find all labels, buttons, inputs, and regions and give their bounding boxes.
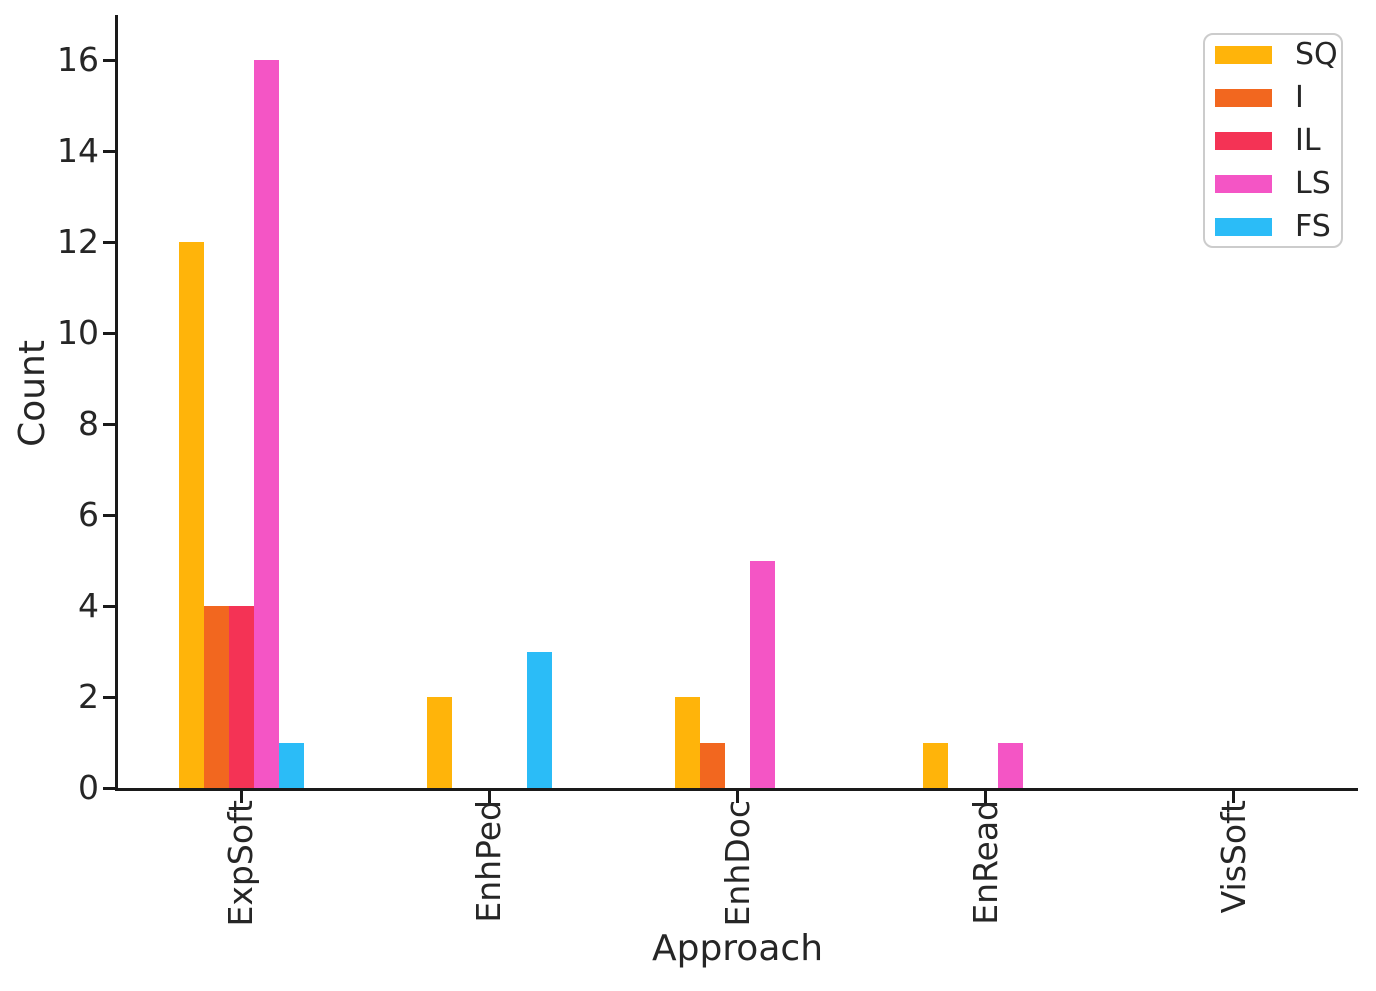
legend-label-LS: LS [1295, 166, 1331, 201]
y-tick-mark [103, 604, 115, 608]
y-tick-mark [103, 240, 115, 244]
x-tick-mark [984, 791, 988, 803]
bar-SQ-EnRead [923, 742, 949, 788]
x-tick-label: ExpSoft [221, 800, 261, 927]
x-axis-title: Approach [651, 928, 824, 969]
bar-FS-EnhPed [526, 651, 552, 788]
legend-label-I: I [1295, 80, 1304, 115]
y-axis-spine [115, 15, 118, 791]
bar-I-ExpSoft [203, 606, 229, 788]
y-tick-mark [103, 422, 115, 426]
legend-swatch-SQ [1215, 45, 1272, 64]
legend-label-FS: FS [1295, 209, 1331, 244]
bar-LS-ExpSoft [253, 60, 279, 788]
legend-item-FS: FS [1205, 205, 1341, 248]
x-tick-mark [487, 791, 491, 803]
legend-item-IL: IL [1205, 119, 1341, 162]
y-tick-label: 6 [78, 495, 99, 534]
y-tick-label: 12 [57, 222, 99, 261]
y-tick-label: 10 [57, 313, 99, 352]
legend-item-LS: LS [1205, 162, 1341, 205]
legend-item-SQ: SQ [1205, 33, 1341, 76]
legend-item-I: I [1205, 76, 1341, 119]
bar-I-EnhDoc [700, 742, 725, 788]
x-tick-label: EnhPed [469, 800, 509, 923]
legend-label-SQ: SQ [1295, 37, 1338, 72]
y-tick-label: 8 [78, 404, 99, 443]
y-axis-title: Count [12, 340, 53, 447]
y-tick-mark [103, 149, 115, 153]
legend: SQ I IL LS FS [1203, 33, 1343, 248]
bar-SQ-ExpSoft [178, 242, 204, 788]
legend-swatch-IL [1215, 131, 1272, 150]
bar-SQ-EnhPed [426, 697, 452, 788]
legend-swatch-LS [1215, 174, 1272, 193]
legend-swatch-I [1215, 88, 1272, 107]
bar-FS-ExpSoft [278, 742, 304, 788]
y-tick-label: 16 [57, 40, 99, 79]
bar-SQ-EnhDoc [675, 697, 700, 788]
y-tick-mark [103, 513, 115, 517]
x-tick-label: EnRead [965, 800, 1005, 925]
y-tick-label: 4 [78, 586, 99, 625]
bar-LS-EnRead [998, 742, 1024, 788]
x-axis-spine [115, 788, 1358, 791]
x-tick-label: VisSoft [1213, 800, 1253, 914]
y-tick-mark [103, 786, 115, 790]
y-tick-label: 2 [78, 677, 99, 716]
y-tick-mark [103, 331, 115, 335]
bar-IL-ExpSoft [228, 606, 254, 788]
x-tick-mark [736, 791, 739, 803]
bar-LS-EnhDoc [750, 560, 775, 788]
y-tick-label: 14 [57, 131, 99, 170]
y-tick-label: 0 [78, 768, 99, 807]
y-tick-mark [103, 58, 115, 62]
legend-label-IL: IL [1295, 123, 1321, 158]
x-tick-label: EnhDoc [717, 800, 757, 927]
x-tick-mark [239, 791, 243, 803]
x-tick-mark [1232, 791, 1236, 803]
legend-swatch-FS [1215, 217, 1272, 236]
y-tick-mark [103, 695, 115, 699]
